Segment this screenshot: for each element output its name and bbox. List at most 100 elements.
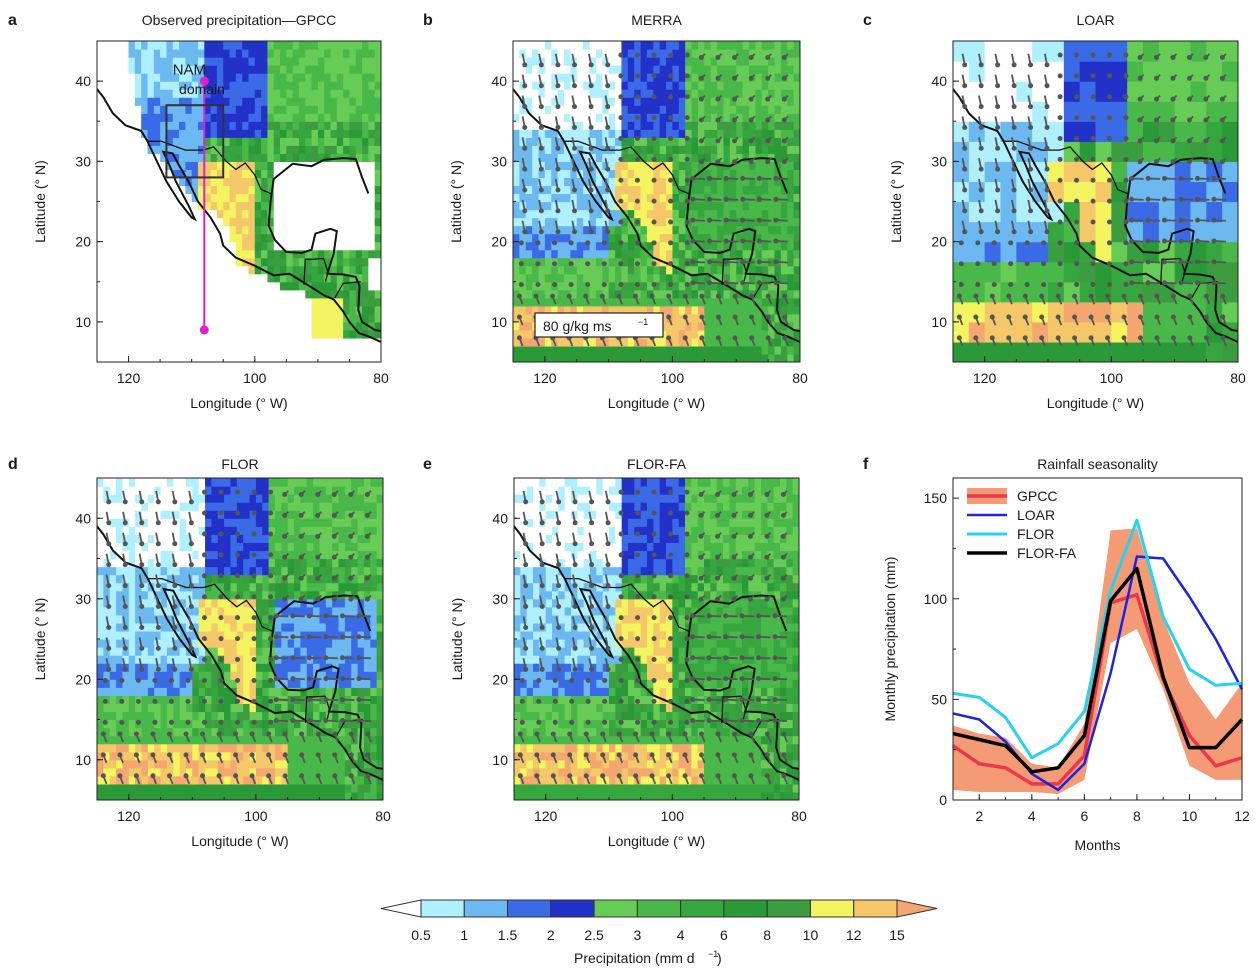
arrow-head: [589, 583, 595, 589]
arrow-head: [1145, 280, 1151, 286]
arrow-head: [600, 752, 606, 758]
arrow-head: [698, 96, 704, 102]
arrow-head: [1107, 73, 1113, 79]
arrow-head: [572, 645, 578, 651]
colorbar-under-triangle: [380, 899, 422, 918]
arrow-head: [1154, 96, 1160, 102]
arrow-head: [723, 238, 729, 244]
arrow-head: [732, 159, 738, 165]
arrow-head: [235, 510, 241, 516]
arrow-head: [739, 655, 745, 661]
arrow-head: [1107, 52, 1113, 58]
y-tick-label: 40: [931, 73, 947, 89]
x-tick-label: 6: [1080, 808, 1088, 824]
arrow-head: [1028, 83, 1034, 89]
arrow-head: [698, 138, 704, 144]
arrow-head: [1195, 196, 1201, 202]
arrow-head: [1137, 138, 1143, 144]
arrow-head: [668, 677, 674, 683]
arrow-head: [1154, 54, 1160, 60]
arrow-head: [1074, 94, 1080, 100]
arrow-head: [715, 138, 721, 144]
arrow-head: [605, 583, 611, 589]
x-tick-label: 80: [375, 808, 391, 824]
arrow-head: [1123, 156, 1129, 162]
arrow-head: [539, 520, 545, 526]
arrow-head: [556, 624, 562, 630]
arrow-head: [1011, 104, 1017, 110]
arrow-head: [684, 135, 690, 141]
arrow-head: [233, 752, 239, 758]
arrow-head: [618, 156, 624, 162]
arrow-head: [1123, 73, 1129, 79]
y-tick-label: 40: [492, 510, 508, 526]
arrow-head: [1121, 314, 1127, 320]
arrow-head: [567, 773, 573, 779]
y-tick-label: 20: [75, 671, 91, 687]
arrow-head: [522, 145, 528, 151]
colorbar-tick-label: 2.5: [584, 927, 604, 943]
arrow-head: [298, 533, 304, 539]
arrow-head: [668, 219, 674, 225]
arrow-head: [348, 491, 354, 497]
arrow-head: [651, 531, 657, 537]
arrow-head: [552, 240, 558, 246]
arrow-head: [122, 604, 128, 610]
country-border: [564, 140, 691, 195]
arrow-head: [978, 187, 984, 193]
arrow-head: [1105, 293, 1111, 299]
arrow-head: [1011, 83, 1017, 89]
arrow-head: [518, 282, 524, 288]
arrow-head: [749, 314, 755, 320]
colorbar-tick-label: 1: [460, 927, 468, 943]
arrow-head: [1154, 138, 1160, 144]
arrow-head: [684, 282, 690, 288]
x-axis-label: Longitude (° W): [1047, 395, 1144, 411]
arrow-head: [1074, 240, 1080, 246]
arrow-head: [618, 698, 624, 704]
arrow-head: [1107, 282, 1113, 288]
arrow-head: [618, 219, 624, 225]
precipitation-field: [97, 41, 381, 362]
arrow-head: [995, 104, 1001, 110]
arrow-head: [698, 773, 704, 779]
x-tick-label: 80: [1230, 370, 1246, 386]
arrow-head: [1186, 96, 1192, 102]
arrow-head: [699, 293, 705, 299]
arrow-head: [634, 177, 640, 183]
arrow-head: [306, 718, 312, 724]
arrow-head: [100, 731, 106, 737]
arrow-head: [618, 636, 624, 642]
arrow-head: [782, 335, 788, 341]
arrow-head: [684, 240, 690, 246]
arrow-head: [122, 645, 128, 651]
arrow-head: [747, 596, 753, 602]
arrow-head: [282, 512, 288, 518]
arrow-head: [1154, 75, 1160, 81]
arrow-head: [666, 752, 672, 758]
arrow-head: [1186, 117, 1192, 123]
arrow-head: [122, 499, 128, 505]
reference-vector-key: 80 g/kg ms −1: [534, 312, 664, 338]
arrow-head: [183, 752, 189, 758]
arrow-head: [773, 280, 779, 286]
arrow-head: [538, 104, 544, 110]
x-tick-label: 100: [243, 370, 267, 386]
arrow-head: [218, 677, 224, 683]
arrow-head: [668, 531, 674, 537]
arrow-head: [1211, 175, 1217, 181]
arrow-head: [1220, 293, 1226, 299]
arrow-head: [268, 636, 274, 642]
y-tick-label: 10: [931, 314, 947, 330]
arrow-head: [364, 596, 370, 602]
panel-letter: c: [863, 12, 872, 29]
arrow-head: [155, 520, 161, 526]
country-border: [147, 577, 274, 633]
arrow-head: [1090, 177, 1096, 183]
arrow-head: [605, 624, 611, 630]
arrow-head: [266, 731, 272, 737]
arrow-head: [601, 240, 607, 246]
arrow-head: [268, 573, 274, 579]
arrow-head: [290, 613, 296, 619]
